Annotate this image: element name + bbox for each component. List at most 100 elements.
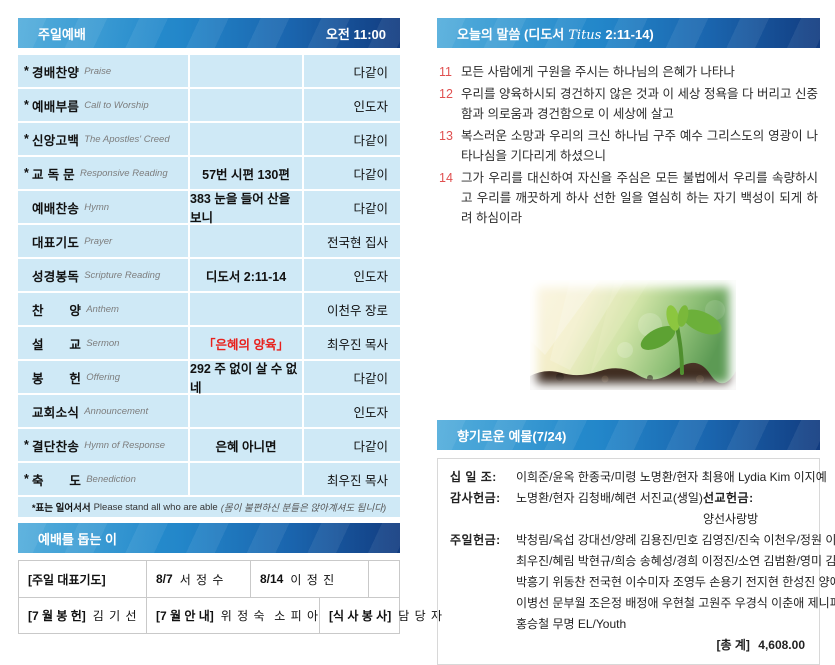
sermon-title: 「은혜의 양육」 <box>190 327 302 359</box>
sunday-names-line: 박흥기 위동찬 전국현 이수미자 조영두 손용기 전지현 한성진 양애니 <box>516 575 835 589</box>
order-label-kr: 예배부름 <box>32 99 80 114</box>
verse-text: 그가 우리를 대신하여 자신을 주심은 모든 불법에서 우리를 속량하시고 우리… <box>461 171 819 225</box>
worship-row-hymn: 예배찬송 Hymn 383 눈을 들어 산을 보니 다같이 <box>18 191 400 225</box>
tithe-label: 십 일 조: <box>450 470 497 484</box>
order-label-kr: 경배찬양 <box>32 65 80 80</box>
offering-title: 향기로운 예물(7/24) <box>457 428 567 444</box>
meal-service-label: [식 사 봉 사] <box>329 609 392 623</box>
order-label-en: Announcement <box>84 405 149 417</box>
mission-group: 선교헌금: 양선사랑방 <box>703 488 807 530</box>
usher-names: 위 정 숙 소 피 아 <box>220 609 320 623</box>
verse-text: 모든 사람에게 구원을 주시는 하나님의 은혜가 나타나 <box>461 65 735 79</box>
order-who: 인도자 <box>304 89 400 121</box>
order-who: 다같이 <box>304 191 400 223</box>
offering-duty-label: [7 월 봉 헌] <box>28 609 86 623</box>
order-who: 다같이 <box>304 123 400 155</box>
todays-word-title-prefix: 오늘의 말씀 (디도서 <box>457 26 565 42</box>
order-label-kr: 결단찬송 <box>32 439 80 454</box>
todays-word-header: 오늘의 말씀 (디도서 Titus 2:11-14) <box>437 18 820 48</box>
stand-asterisk: * <box>24 132 29 146</box>
order-item: 292 주 없이 살 수 없네 <box>190 361 302 395</box>
verse-number: 11 <box>439 65 452 79</box>
order-label: * 예배부름 Call to Worship <box>18 89 188 121</box>
thanks-label: 감사헌금: <box>450 491 501 505</box>
sunday-names-line: 이병선 문부월 조은정 배정애 우현철 고원주 우경식 이춘애 제니퍼문 <box>516 596 835 610</box>
worship-row-praise: * 경배찬양 Praise 다같이 <box>18 55 400 87</box>
order-label-en: The Apostles' Creed <box>84 133 170 145</box>
worship-order-title: 주일예배 <box>38 26 86 42</box>
worship-row-announcement: 교회소식 Announcement 인도자 <box>18 395 400 427</box>
verse-number: 13 <box>439 129 453 143</box>
verse-14: 14 그가 우리를 대신하여 자신을 주심은 모든 불법에서 우리를 속량하시고 … <box>437 168 818 228</box>
worship-row-creed: * 신앙고백 The Apostles' Creed 다같이 <box>18 123 400 155</box>
sprout-photo <box>530 280 736 390</box>
order-item <box>190 225 302 257</box>
order-item <box>190 395 302 427</box>
stand-asterisk: * <box>24 166 29 180</box>
left-column: 주일예배 오전 11:00 * 경배찬양 Praise 다같이 * 예배부름 Call … <box>18 18 442 634</box>
order-item: 은혜 아니면 <box>190 429 302 461</box>
order-label: * 경배찬양 Praise <box>18 55 188 87</box>
order-label-en: Praise <box>84 65 112 77</box>
todays-word-title: 오늘의 말씀 (디도서 Titus 2:11-14) <box>457 24 654 43</box>
order-item <box>190 55 302 87</box>
scripture-verses: 11 모든 사람에게 구원을 주시는 하나님의 은혜가 나타나 12 우리를 양육하… <box>437 62 820 228</box>
total-label: [총 계] <box>716 638 750 652</box>
prayer-name-2: 이 정 진 <box>290 572 336 587</box>
todays-word-title-script: Titus <box>568 27 602 43</box>
helpers-header: 예배를 돕는 이 <box>18 523 400 553</box>
helpers-cell: [7 월 봉 헌] 김 기 선 <box>19 598 146 633</box>
order-label-en: Call to Worship <box>84 99 149 111</box>
worship-row-sermon: 설 교 Sermon 「은혜의 양육」 최우진 목사 <box>18 327 400 359</box>
stand-note-en: Please stand all who are able <box>93 501 218 513</box>
order-who: 다같이 <box>304 55 400 87</box>
mission-label: 선교헌금: <box>702 491 754 505</box>
total-value: 4,608.00 <box>758 638 805 652</box>
thanks-line: 감사헌금: 노명환/현자 김청배/혜련 서진교(생일) 선교헌금: 양선사랑방 <box>450 488 807 530</box>
order-label-en: Hymn of Response <box>84 439 165 451</box>
stand-asterisk: * <box>24 472 29 486</box>
order-item: 57번 시편 130편 <box>190 157 302 189</box>
helpers-cell: 8/14 이 정 진 <box>250 561 368 597</box>
prayer-date-1: 8/7 <box>156 572 173 586</box>
order-label-en: Hymn <box>84 201 110 213</box>
order-label-kr: 예배찬송 <box>32 201 80 216</box>
order-label: * 결단찬송 Hymn of Response <box>18 429 188 461</box>
offering-duty-name: 김 기 선 <box>92 609 138 623</box>
verse-text: 우리를 양육하시되 경건하지 않은 것과 이 세상 정욕을 다 버리고 신중함과… <box>461 87 818 121</box>
order-label: 교회소식 Announcement <box>18 395 188 427</box>
order-who: 최우진 목사 <box>304 463 400 495</box>
verse-11: 11 모든 사람에게 구원을 주시는 하나님의 은혜가 나타나 <box>437 62 818 82</box>
helpers-row-2: [7 월 봉 헌] 김 기 선 [7 월 안 내] 위 정 숙 소 피 아 [식 사… <box>19 597 442 633</box>
order-label-kr: 성경봉독 <box>32 269 80 284</box>
prayer-date-2: 8/14 <box>260 572 284 586</box>
order-label-en: Anthem <box>86 303 119 315</box>
verse-text: 복스러운 소망과 우리의 크신 하나님 구주 예수 그리스도의 영광이 나타나심… <box>461 129 818 163</box>
helpers-cell: [주일 대표기도] <box>19 561 146 597</box>
order-label-kr: 봉 헌 <box>32 371 82 386</box>
worship-time: 오전 11:00 <box>325 26 386 42</box>
order-label-en: Prayer <box>84 235 113 247</box>
order-label: 찬 양 Anthem <box>18 293 188 325</box>
order-label-kr: 설 교 <box>32 337 82 352</box>
verse-13: 13 복스러운 소망과 우리의 크신 하나님 구주 예수 그리스도의 영광이 나타… <box>437 126 818 166</box>
worship-row-scripture: 성경봉독 Scripture Reading 디도서 2:11-14 인도자 <box>18 259 400 291</box>
stand-note: *표는 일어서서 Please stand all who are able (… <box>18 497 400 517</box>
worship-row-anthem: 찬 양 Anthem 이천우 장로 <box>18 293 400 325</box>
order-who: 인도자 <box>304 259 400 291</box>
order-item <box>190 89 302 121</box>
sunday-names-line: 최우진/혜림 박현규/희승 송혜성/경희 이정진/소연 김범환/영미 김기선 <box>516 554 835 568</box>
helpers-table: [주일 대표기도] 8/7 서 정 수 8/14 이 정 진 [7 월 봉 헌] 김 … <box>18 560 442 634</box>
stand-asterisk: * <box>24 64 29 78</box>
order-label-en: Sermon <box>86 337 120 349</box>
order-label-en: Responsive Reading <box>79 167 168 179</box>
order-who: 최우진 목사 <box>304 327 400 359</box>
mission-name: 양선사랑방 <box>702 512 759 526</box>
representative-prayer-label: [주일 대표기도] <box>28 572 106 587</box>
thanks-names: 노명환/현자 김청배/혜련 서진교(생일) <box>516 491 703 505</box>
todays-word-title-suffix: 2:11-14) <box>605 26 654 42</box>
helpers-row-1: [주일 대표기도] 8/7 서 정 수 8/14 이 정 진 <box>19 561 399 597</box>
order-item <box>190 123 302 155</box>
sunday-label: 주일헌금: <box>450 533 501 547</box>
tithe-line: 십 일 조: 이희준/윤옥 한종국/미령 노명환/현자 최용애 Lydia Ki… <box>450 467 827 488</box>
